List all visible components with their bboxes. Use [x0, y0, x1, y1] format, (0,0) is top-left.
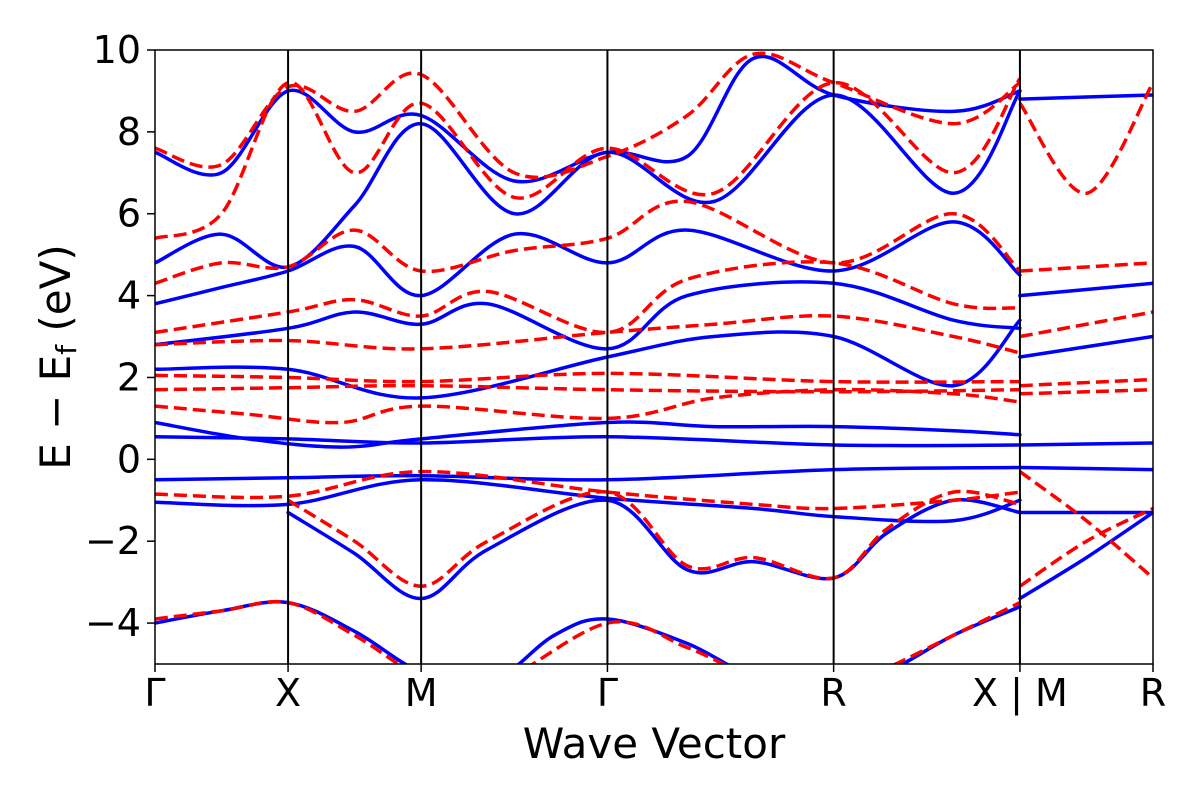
- y-tick-label: −2: [85, 519, 141, 563]
- dashed-band-line-20: [155, 469, 1021, 511]
- y-axis-label: E − Ef (eV): [31, 244, 83, 470]
- y-tick-label: 0: [117, 437, 141, 481]
- x-axis-ticks: Γ X M Γ R X | M R: [144, 664, 1166, 716]
- y-axis-label-main: E − E: [31, 355, 80, 470]
- x-tick-label: M: [405, 671, 438, 715]
- solid-band-line-1: [286, 498, 1022, 601]
- solid-band-line-14: [1018, 441, 1153, 447]
- solid-band-line-8: [155, 220, 1022, 306]
- dashed-band-line-35: [1018, 81, 1153, 196]
- dashed-band-line-30: [1018, 470, 1153, 580]
- y-axis-label-unit: (eV): [31, 244, 80, 345]
- solid-band-line-12: [1018, 510, 1153, 601]
- dashed-band-line-34: [1019, 261, 1153, 273]
- solid-band-line-5: [155, 420, 1022, 449]
- solid-band-line-17: [1018, 93, 1153, 101]
- solid-band-line-3: [155, 465, 1022, 482]
- dashed-band-line-31: [1019, 387, 1153, 396]
- dashed-band-line-23: [155, 371, 1020, 384]
- solid-band-line-13: [1018, 465, 1153, 472]
- x-tick-label: R: [820, 671, 846, 715]
- x-tick-label: R: [1140, 671, 1166, 715]
- dashed-band-line-19: [287, 489, 1021, 588]
- x-tick-label: Γ: [144, 671, 165, 715]
- dashed-band-line-27: [155, 77, 1022, 240]
- y-tick-label: 6: [117, 192, 141, 236]
- y-tick-label: 4: [117, 274, 141, 318]
- x-axis-label: Wave Vector: [523, 719, 786, 768]
- dashed-band-line-32: [1019, 377, 1153, 388]
- dashed-band-line-29: [1018, 506, 1153, 588]
- y-tick-label: −4: [85, 601, 141, 645]
- y-tick-label: 2: [117, 355, 141, 399]
- dashed-band-line-26: [155, 199, 1022, 285]
- dashed-band-line-21: [155, 387, 1021, 425]
- y-axis-ticks: −4 −2 0 2 4 6 8 10: [85, 28, 155, 645]
- x-tick-label: X: [275, 671, 301, 715]
- y-tick-label: 10: [93, 28, 141, 72]
- x-tick-label: Γ: [597, 671, 618, 715]
- plot-frame: [154, 49, 1154, 665]
- solid-band-line-15: [1018, 334, 1153, 359]
- y-tick-label: 8: [117, 110, 141, 154]
- solid-band-line-6: [155, 318, 1022, 400]
- dashed-band-line-33: [1019, 310, 1153, 339]
- high-symmetry-lines: [287, 50, 1021, 664]
- dashed-band-line-22: [155, 383, 1020, 394]
- dashed-band-line-25: [155, 260, 1021, 335]
- x-tick-label: X | M: [972, 671, 1068, 716]
- solid-band-line-7: [155, 280, 1022, 351]
- solid-band-line-16: [1018, 281, 1153, 298]
- dashed-band-line-24: [155, 314, 1021, 355]
- y-axis-label-subscript: f: [50, 344, 83, 355]
- band-lines: [155, 51, 1153, 664]
